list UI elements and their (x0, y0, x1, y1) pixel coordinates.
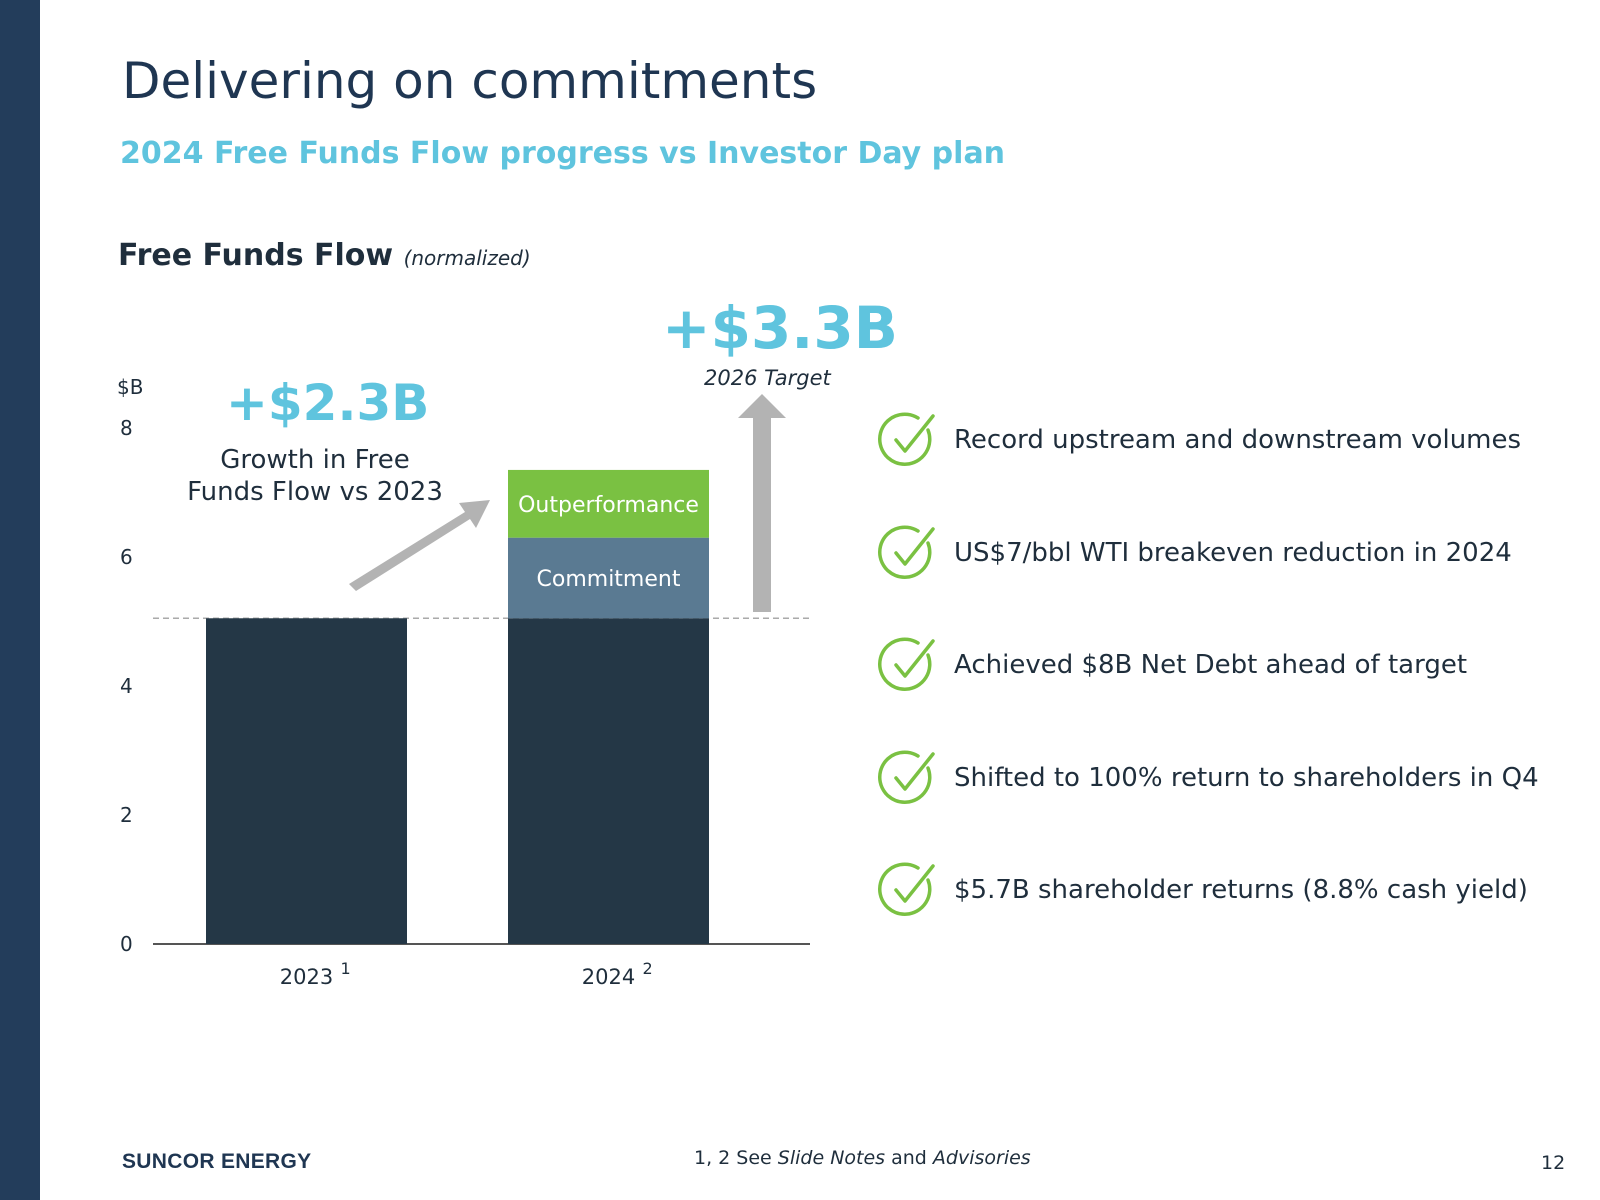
footer-note: 1, 2 See Slide Notes and Advisories (694, 1147, 1031, 1169)
checklist-item-label: Record upstream and downstream volumes (954, 425, 1522, 455)
checklist-item-label: Shifted to 100% return to shareholders i… (954, 762, 1539, 793)
checklist-item: US$7/bbl WTI breakeven reduction in 2024 (878, 523, 1512, 583)
checklist-item-label: $5.7B shareholder returns (8.8% cash yie… (954, 875, 1528, 905)
bar-segment-label: Outperformance (518, 493, 699, 518)
left-accent-bar (0, 0, 40, 1200)
y-tick-label: 4 (120, 674, 133, 698)
free-funds-flow-chart: $B 0 2 4 6 8 2023 1 Commitment Outperformance 2024… (117, 375, 810, 989)
x-tick-label-2023: 2023 (280, 965, 333, 989)
checkmark-circle-icon (878, 749, 935, 804)
checklist-item: $5.7B shareholder returns (8.8% cash yie… (878, 860, 1528, 920)
target-arrow-icon (738, 394, 786, 612)
checklist-item: Shifted to 100% return to shareholders i… (878, 748, 1539, 808)
page-subtitle: 2024 Free Funds Flow progress vs Investo… (120, 136, 1006, 171)
y-axis-unit-label: $B (117, 375, 143, 399)
growth-caption-line2: Funds Flow vs 2023 (187, 477, 443, 507)
page-title: Delivering on commitments (122, 52, 818, 110)
bar-base-2023 (206, 618, 407, 944)
x-tick-footnote: 1 (341, 959, 351, 978)
target-callout: +$3.3B (662, 294, 898, 362)
bar-base-2024 (508, 618, 709, 944)
bar-segment-label: Commitment (537, 567, 681, 592)
checkmark-circle-icon (878, 637, 935, 691)
checklist-item: Achieved $8B Net Debt ahead of target (878, 635, 1467, 695)
company-logo-text: SUNCOR ENERGY (122, 1150, 312, 1173)
growth-callout: +$2.3B (226, 374, 430, 432)
checklist-item-label: US$7/bbl WTI breakeven reduction in 2024 (954, 537, 1512, 568)
x-tick-label-2024: 2024 (582, 965, 635, 989)
chart-heading: Free Funds Flow (normalized) (118, 238, 531, 273)
checkmark-circle-icon (878, 524, 935, 579)
x-tick-footnote: 2 (643, 959, 653, 978)
growth-arrow-icon (349, 500, 490, 591)
y-tick-label: 6 (120, 545, 133, 569)
target-caption: 2026 Target (704, 366, 831, 390)
y-tick-label: 2 (120, 803, 133, 827)
bar-commitment-2024 (508, 537, 709, 619)
advisories-link[interactable]: Advisories (932, 1147, 1031, 1169)
checklist-item: Record upstream and downstream volumes (878, 410, 1521, 470)
chart-heading-note: (normalized) (403, 246, 531, 270)
bar-outperformance-2024 (508, 469, 709, 538)
y-tick-label: 8 (120, 416, 133, 440)
footer-note-mid: and (885, 1147, 933, 1169)
checkmark-circle-icon (878, 412, 935, 466)
footer-note-prefix: 1, 2 See (694, 1147, 778, 1169)
growth-caption: Growth in Free Funds Flow vs 2023 (180, 444, 450, 508)
checklist-item-label: Achieved $8B Net Debt ahead of target (954, 650, 1468, 680)
page-number: 12 (1541, 1152, 1566, 1174)
chart-heading-text: Free Funds Flow (118, 238, 394, 273)
y-tick-label: 0 (120, 932, 133, 956)
growth-caption-line1: Growth in Free (220, 445, 410, 475)
slide-notes-link[interactable]: Slide Notes (777, 1147, 886, 1169)
checkmark-circle-icon (878, 862, 935, 916)
